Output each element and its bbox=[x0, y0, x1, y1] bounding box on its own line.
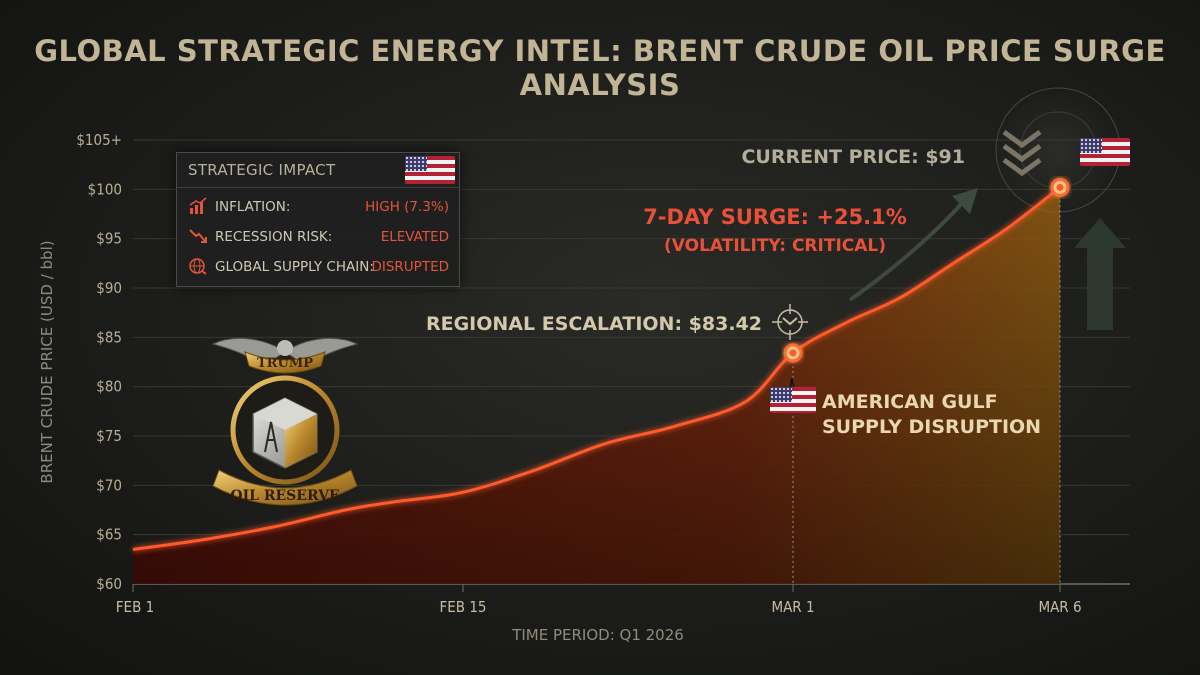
impact-row-recession: RECESSION RISK: ELEVATED bbox=[177, 225, 459, 251]
impact-value-supply-chain: DISRUPTED bbox=[371, 259, 449, 275]
volatility-label: (VOLATILITY: CRITICAL) bbox=[664, 236, 886, 256]
target-reticle-icon bbox=[772, 304, 808, 340]
impact-label-recession: RECESSION RISK: bbox=[215, 229, 333, 245]
impact-row-supply-chain: GLOBAL SUPPLY CHAIN: DISRUPTED bbox=[177, 255, 459, 281]
trend-up-icon bbox=[189, 197, 207, 214]
y-axis-label: BRENT CRUDE PRICE (USD / bbl) bbox=[38, 240, 56, 483]
diagonal-arrow-decoration bbox=[848, 198, 967, 302]
gulf-label-line1: AMERICAN GULF bbox=[822, 391, 998, 413]
trend-down-icon bbox=[189, 229, 207, 243]
y-tick-label: $80 bbox=[96, 378, 122, 396]
up-arrow-decoration bbox=[1074, 218, 1126, 330]
y-tick-label: $85 bbox=[96, 328, 122, 346]
us-flag-panel-icon bbox=[405, 156, 455, 184]
impact-panel-title: STRATEGIC IMPACT bbox=[188, 161, 336, 179]
impact-panel-header: STRATEGIC IMPACT bbox=[177, 153, 459, 188]
impact-label-inflation: INFLATION: bbox=[215, 199, 291, 215]
us-flag-top-right-icon bbox=[1080, 138, 1130, 166]
badge-top-text: TRUMP bbox=[257, 356, 313, 371]
gulf-label-line2: SUPPLY DISRUPTION bbox=[822, 416, 1041, 438]
oil-reserve-badge-icon: TRUMP OIL RESERVE bbox=[211, 338, 359, 506]
regional-escalation-label: REGIONAL ESCALATION: $83.42 bbox=[426, 313, 762, 335]
us-flag-gulf-icon bbox=[770, 387, 816, 413]
x-tick-label: FEB 1 bbox=[116, 598, 154, 616]
impact-row-inflation: INFLATION: HIGH (7.3%) bbox=[177, 195, 459, 221]
x-tick-label: MAR 6 bbox=[1038, 598, 1081, 616]
y-axis-ticks: $60 $65 $70 $75 $80 $85 $90 $95 $100 $105+ bbox=[76, 131, 122, 593]
x-axis-ticks: FEB 1 FEB 15 MAR 1 MAR 6 bbox=[116, 584, 1082, 616]
price-area-shade bbox=[133, 187, 1060, 585]
globe-icon bbox=[189, 258, 207, 275]
y-tick-label: $100 bbox=[88, 180, 122, 198]
badge-bottom-text: OIL RESERVE bbox=[230, 488, 339, 504]
current-price-label: CURRENT PRICE: $91 bbox=[741, 146, 965, 168]
impact-value-recession: ELEVATED bbox=[380, 229, 449, 245]
point-core bbox=[789, 349, 797, 357]
price-line bbox=[132, 186, 1061, 551]
x-tick-label: FEB 15 bbox=[440, 598, 487, 616]
y-tick-label: $75 bbox=[96, 427, 122, 445]
y-tick-label: $95 bbox=[96, 230, 122, 248]
page-title: GLOBAL STRATEGIC ENERGY INTEL: BRENT CRU… bbox=[34, 34, 1166, 102]
strategic-impact-panel: STRATEGIC IMPACT INFLATION: HIGH (7.3%) … bbox=[176, 152, 460, 287]
y-tick-label: $105+ bbox=[76, 131, 122, 149]
impact-value-inflation: HIGH (7.3%) bbox=[365, 199, 449, 215]
surge-label: 7-DAY SURGE: +25.1% bbox=[643, 205, 907, 229]
y-tick-label: $60 bbox=[96, 575, 122, 593]
chevrons-decoration bbox=[1002, 129, 1042, 177]
impact-label-supply-chain: GLOBAL SUPPLY CHAIN: bbox=[215, 259, 374, 275]
diagonal-arrowhead-decoration bbox=[952, 188, 978, 214]
point-core bbox=[1056, 183, 1064, 191]
x-tick-label: MAR 1 bbox=[771, 598, 814, 616]
x-axis-label: TIME PERIOD: Q1 2026 bbox=[511, 626, 684, 644]
highlight-points bbox=[783, 177, 1070, 363]
y-tick-label: $65 bbox=[96, 526, 122, 544]
y-tick-label: $90 bbox=[96, 279, 122, 297]
y-tick-label: $70 bbox=[96, 476, 122, 494]
